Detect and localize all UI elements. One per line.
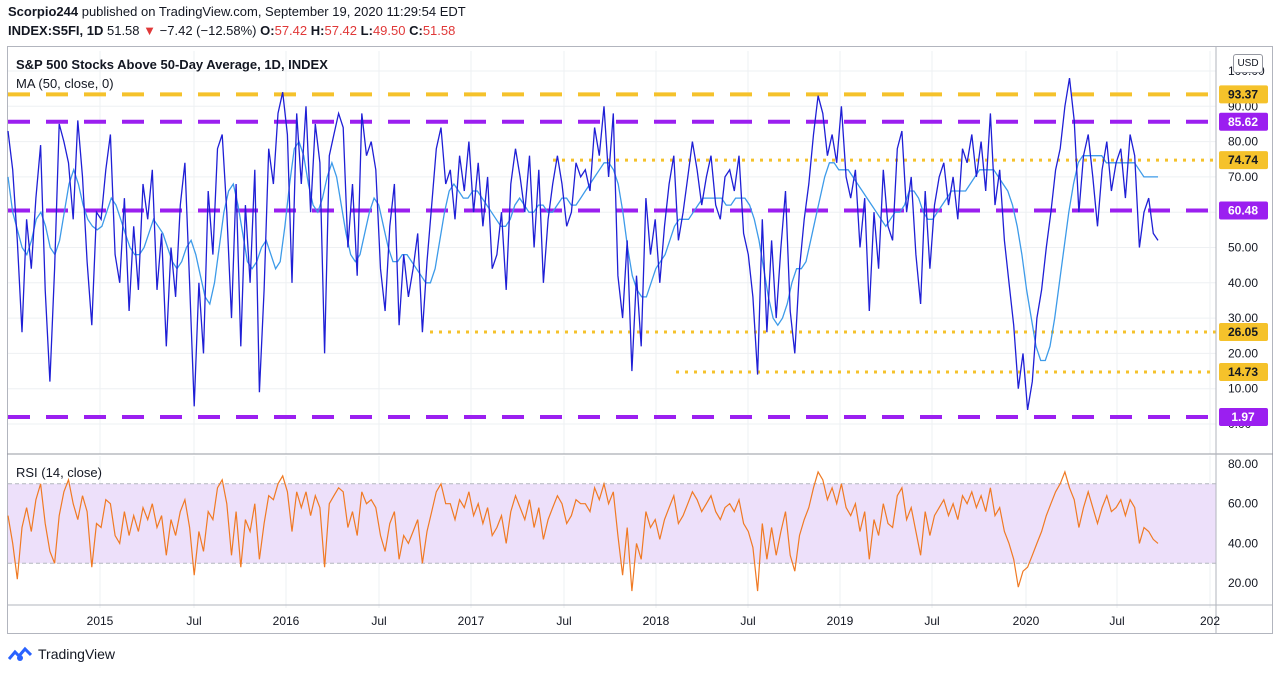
publish-text: published on TradingView.com, September …	[81, 4, 466, 19]
level-badge-label: 1.97	[1231, 410, 1255, 424]
y-tick-label: 40.00	[1228, 276, 1258, 290]
rsi-legend: RSI (14, close)	[16, 465, 102, 480]
x-tick-label: Jul	[740, 614, 755, 628]
x-tick-label: 2019	[827, 614, 854, 628]
y-tick-label: 70.00	[1228, 170, 1258, 184]
x-tick-label: 202	[1200, 614, 1220, 628]
ma-line[interactable]	[7, 140, 1158, 362]
symbol-label: INDEX:S5FI, 1D	[8, 23, 104, 38]
rsi-band	[8, 483, 1216, 564]
x-tick-label: Jul	[556, 614, 571, 628]
close-label: C:	[409, 23, 423, 38]
series-lines	[7, 77, 1216, 592]
x-tick-label: 2018	[643, 614, 670, 628]
publish-info: Scorpio244 published on TradingView.com,…	[8, 4, 466, 19]
level-badge-label: 85.62	[1228, 115, 1258, 129]
chart-frame[interactable]	[7, 46, 1273, 634]
level-badge-label: 26.05	[1228, 325, 1258, 339]
y-tick-label: 50.00	[1228, 241, 1258, 255]
ma-legend: MA (50, close, 0)	[16, 76, 114, 91]
x-tick-label: 2017	[458, 614, 485, 628]
x-tick-label: Jul	[186, 614, 201, 628]
level-badge-label: 74.74	[1228, 153, 1258, 167]
price-change: −7.42 (−12.58%)	[159, 23, 257, 38]
horizontal-levels	[8, 92, 1216, 420]
down-arrow-icon: ▼	[143, 23, 157, 38]
y-tick-label: 30.00	[1228, 311, 1258, 325]
author-name[interactable]: Scorpio244	[8, 4, 79, 19]
rsi-line[interactable]	[7, 470, 1159, 592]
low-label: L:	[360, 23, 373, 38]
brand-name: TradingView	[38, 646, 116, 662]
level-badge[interactable]	[1219, 408, 1268, 427]
level-badge-label: 14.73	[1228, 365, 1258, 379]
high-value: 57.42	[324, 23, 358, 38]
y-tick-label: 20.00	[1228, 346, 1258, 360]
level-badge[interactable]	[1219, 151, 1268, 170]
open-value: 57.42	[274, 23, 308, 38]
y-tick-label: 80.00	[1228, 135, 1258, 149]
level-badge[interactable]	[1219, 85, 1268, 104]
x-tick-label: Jul	[924, 614, 939, 628]
x-axis-ticks: 2015 Jul 2016 Jul 2017 Jul 2018 Jul 2019 Jul 2020 J…	[7, 604, 1273, 628]
price-line[interactable]	[7, 77, 1159, 411]
x-tick-label: 2016	[273, 614, 300, 628]
main-legend-title: S&P 500 Stocks Above 50-Day Average, 1D,…	[16, 57, 328, 72]
x-tick-label: 2020	[1013, 614, 1040, 628]
rsi-axis-ticks: 80.00 60.00 40.00 20.00	[1228, 457, 1258, 590]
currency-button[interactable]: USD	[1233, 54, 1263, 73]
x-tick-label: Jul	[1109, 614, 1124, 628]
close-value: 51.58	[422, 23, 456, 38]
level-badge[interactable]	[1219, 201, 1268, 220]
level-badge-label: 60.48	[1228, 204, 1258, 218]
y-tick-label: 10.00	[1228, 382, 1258, 396]
ohlc-line: INDEX:S5FI, 1D 51.58 ▼ −7.42 (−12.58%) O…	[8, 23, 455, 38]
level-badges: 93.37 85.62 74.74 60.48 26.05 14.73 1.97	[1219, 85, 1268, 427]
level-badge[interactable]	[1219, 112, 1268, 131]
last-price: 51.58	[106, 23, 140, 38]
rsi-tick-label: 60.00	[1228, 497, 1258, 511]
x-tick-label: 2015	[87, 614, 114, 628]
level-badge-label: 93.37	[1228, 87, 1258, 101]
rsi-tick-label: 80.00	[1228, 457, 1258, 471]
rsi-tick-label: 20.00	[1228, 576, 1258, 590]
tradingview-logo-icon	[8, 646, 32, 661]
level-badge[interactable]	[1219, 363, 1268, 382]
x-tick-label: Jul	[371, 614, 386, 628]
level-badge[interactable]	[1219, 323, 1268, 342]
high-label: H:	[310, 23, 325, 38]
open-label: O:	[260, 23, 275, 38]
footer-brand[interactable]: TradingView	[8, 646, 115, 662]
rsi-tick-label: 40.00	[1228, 536, 1258, 550]
low-value: 49.50	[372, 23, 406, 38]
